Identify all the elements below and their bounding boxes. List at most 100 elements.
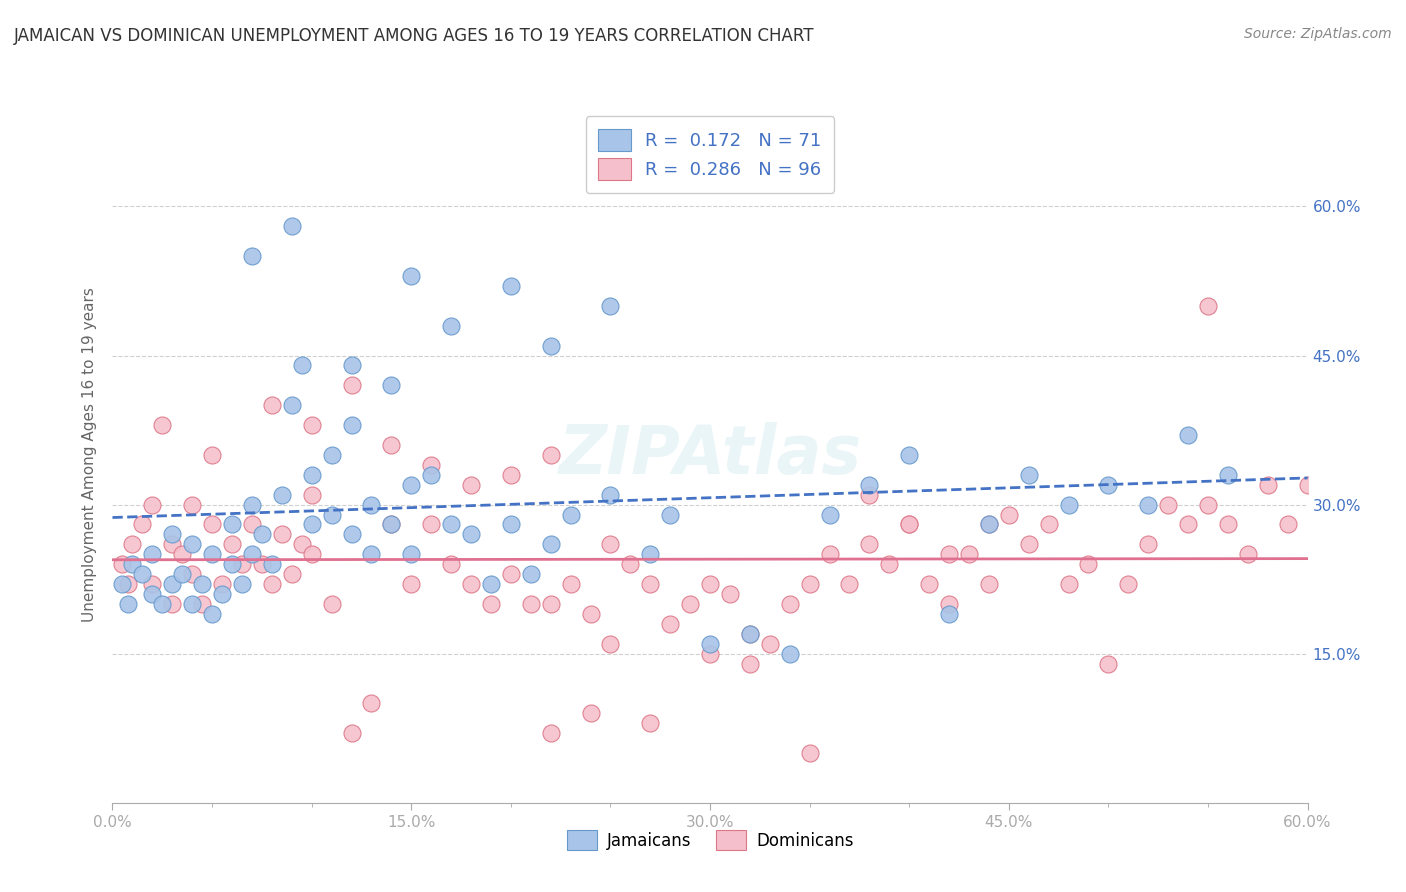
Point <box>281 219 304 234</box>
Point <box>231 558 253 572</box>
Point <box>818 547 841 561</box>
Point <box>150 418 173 433</box>
Point <box>1137 537 1160 551</box>
Point <box>260 558 283 572</box>
Point <box>599 488 621 502</box>
Point <box>540 338 562 352</box>
Point <box>599 299 621 313</box>
Point <box>1197 498 1219 512</box>
Point <box>117 577 139 591</box>
Point <box>977 517 1000 532</box>
Point <box>1277 517 1299 532</box>
Point <box>181 597 204 611</box>
Point <box>799 577 821 591</box>
Point <box>479 597 502 611</box>
Point <box>679 597 702 611</box>
Text: ZIPAtlas: ZIPAtlas <box>558 422 862 488</box>
Point <box>838 577 860 591</box>
Point <box>938 597 960 611</box>
Point <box>1157 498 1180 512</box>
Point <box>440 517 463 532</box>
Point <box>499 279 522 293</box>
Point <box>759 637 782 651</box>
Point <box>877 558 901 572</box>
Point <box>281 398 304 412</box>
Point <box>440 318 463 333</box>
Point <box>420 458 443 472</box>
Point <box>898 448 921 462</box>
Point <box>250 527 273 541</box>
Point <box>380 517 402 532</box>
Point <box>619 558 641 572</box>
Text: Source: ZipAtlas.com: Source: ZipAtlas.com <box>1244 27 1392 41</box>
Point <box>121 537 143 551</box>
Point <box>1257 477 1279 491</box>
Point <box>211 587 233 601</box>
Point <box>172 547 194 561</box>
Point <box>1216 517 1239 532</box>
Point <box>520 597 543 611</box>
Point <box>1018 467 1040 482</box>
Point <box>270 527 292 541</box>
Point <box>301 467 323 482</box>
Point <box>401 268 423 283</box>
Point <box>162 577 183 591</box>
Point <box>699 637 721 651</box>
Point <box>499 467 522 482</box>
Point <box>301 418 323 433</box>
Point <box>1057 577 1080 591</box>
Point <box>640 577 662 591</box>
Point <box>221 537 243 551</box>
Point <box>340 726 363 740</box>
Point <box>540 537 562 551</box>
Point <box>858 537 880 551</box>
Point <box>181 567 204 582</box>
Point <box>898 517 921 532</box>
Point <box>640 547 662 561</box>
Point <box>1038 517 1060 532</box>
Point <box>301 488 323 502</box>
Point <box>479 577 502 591</box>
Point <box>460 527 482 541</box>
Y-axis label: Unemployment Among Ages 16 to 19 years: Unemployment Among Ages 16 to 19 years <box>82 287 97 623</box>
Point <box>858 488 880 502</box>
Point <box>380 438 402 452</box>
Point <box>499 567 522 582</box>
Point <box>401 547 423 561</box>
Point <box>181 537 204 551</box>
Point <box>579 706 602 721</box>
Point <box>111 558 134 572</box>
Point <box>360 498 382 512</box>
Point <box>201 607 224 621</box>
Point <box>150 597 173 611</box>
Point <box>1018 537 1040 551</box>
Point <box>799 746 821 760</box>
Point <box>499 517 522 532</box>
Point <box>360 547 382 561</box>
Point <box>738 657 761 671</box>
Point <box>281 567 304 582</box>
Point <box>998 508 1021 522</box>
Point <box>162 537 183 551</box>
Point <box>131 567 153 582</box>
Point <box>420 517 443 532</box>
Point <box>560 577 582 591</box>
Point <box>938 607 960 621</box>
Point <box>121 558 143 572</box>
Point <box>401 477 423 491</box>
Point <box>301 547 323 561</box>
Point <box>340 378 363 392</box>
Point <box>321 448 343 462</box>
Point <box>918 577 941 591</box>
Point <box>659 508 682 522</box>
Point <box>540 448 562 462</box>
Point <box>401 577 423 591</box>
Point <box>340 527 363 541</box>
Point <box>898 517 921 532</box>
Point <box>957 547 980 561</box>
Point <box>231 577 253 591</box>
Point <box>340 418 363 433</box>
Point <box>1296 477 1319 491</box>
Point <box>440 558 463 572</box>
Point <box>1097 477 1119 491</box>
